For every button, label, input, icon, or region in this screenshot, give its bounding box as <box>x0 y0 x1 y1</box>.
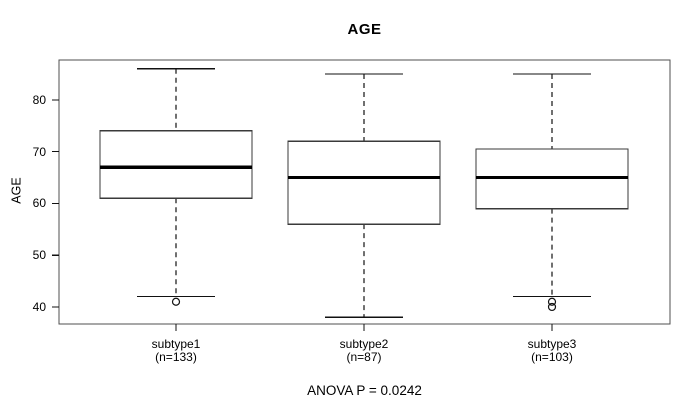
y-tick-label: 40 <box>32 299 46 314</box>
y-tick-label: 60 <box>32 196 46 211</box>
chart-title: AGE <box>347 21 382 38</box>
outlier-point <box>547 302 557 312</box>
y-tick-label: 80 <box>32 92 46 107</box>
outlier-point <box>171 297 181 306</box>
anova-p-annotation: ANOVA P = 0.0242 <box>307 383 422 398</box>
group-name: subtype3 <box>527 337 577 351</box>
group-n: (n=87) <box>346 350 382 364</box>
iqr-box <box>99 130 253 199</box>
x-group-label-subtype2: subtype2 (n=87) <box>284 338 444 364</box>
outlier-point <box>547 297 557 306</box>
iqr-box <box>287 140 441 225</box>
group-n: (n=133) <box>155 350 197 364</box>
group-n: (n=103) <box>531 350 573 364</box>
group-name: subtype1 <box>151 337 201 351</box>
x-group-label-subtype3: subtype3 (n=103) <box>472 338 632 364</box>
y-tick-label: 50 <box>32 248 46 263</box>
group-name: subtype2 <box>339 337 389 351</box>
x-group-label-subtype1: subtype1 (n=133) <box>96 338 256 364</box>
y-tick-label: 70 <box>32 144 46 159</box>
